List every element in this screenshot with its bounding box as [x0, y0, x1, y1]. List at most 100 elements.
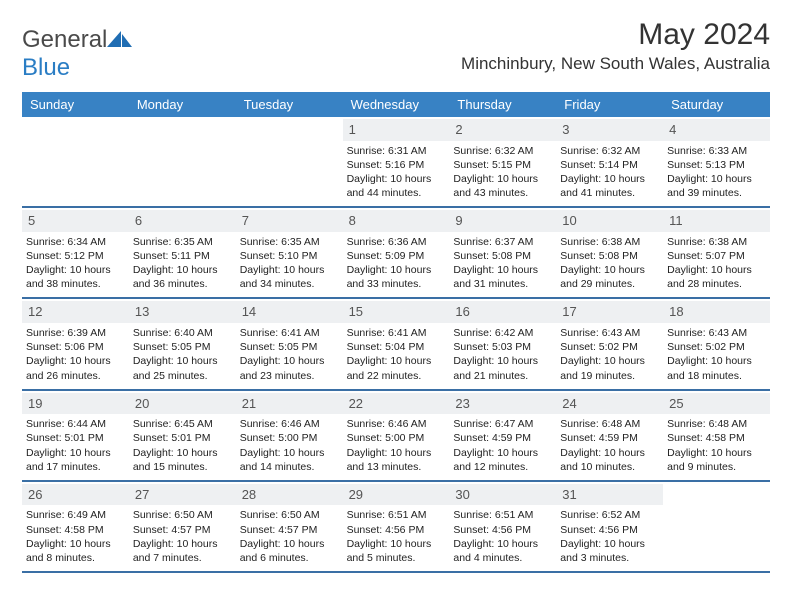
- day-number: 28: [236, 484, 343, 506]
- daylight-line: Daylight: 10 hours: [133, 354, 232, 368]
- day-cell: 26Sunrise: 6:49 AMSunset: 4:58 PMDayligh…: [22, 482, 129, 571]
- day-number: 16: [449, 301, 556, 323]
- day-number: 3: [556, 119, 663, 141]
- sunrise-line: Sunrise: 6:40 AM: [133, 326, 232, 340]
- day-cell: 6Sunrise: 6:35 AMSunset: 5:11 PMDaylight…: [129, 208, 236, 297]
- logo-sail-icon: [107, 31, 133, 49]
- daylight-line-2: and 6 minutes.: [240, 551, 339, 565]
- empty-cell: [236, 117, 343, 206]
- daylight-line-2: and 9 minutes.: [667, 460, 766, 474]
- day-number: 13: [129, 301, 236, 323]
- day-number: 23: [449, 393, 556, 415]
- day-cell: 14Sunrise: 6:41 AMSunset: 5:05 PMDayligh…: [236, 299, 343, 388]
- day-cell: 11Sunrise: 6:38 AMSunset: 5:07 PMDayligh…: [663, 208, 770, 297]
- daylight-line-2: and 5 minutes.: [347, 551, 446, 565]
- logo-text-a: General: [22, 26, 107, 53]
- sunset-line: Sunset: 5:13 PM: [667, 158, 766, 172]
- sunrise-line: Sunrise: 6:50 AM: [133, 508, 232, 522]
- daylight-line: Daylight: 10 hours: [133, 446, 232, 460]
- sunset-line: Sunset: 5:14 PM: [560, 158, 659, 172]
- sunset-line: Sunset: 4:57 PM: [240, 523, 339, 537]
- location: Minchinbury, New South Wales, Australia: [461, 54, 770, 74]
- day-cell: 7Sunrise: 6:35 AMSunset: 5:10 PMDaylight…: [236, 208, 343, 297]
- daylight-line-2: and 43 minutes.: [453, 186, 552, 200]
- sunset-line: Sunset: 5:15 PM: [453, 158, 552, 172]
- weekday-header: SundayMondayTuesdayWednesdayThursdayFrid…: [22, 92, 770, 117]
- daylight-line-2: and 22 minutes.: [347, 369, 446, 383]
- empty-cell: [663, 482, 770, 571]
- daylight-line: Daylight: 10 hours: [347, 263, 446, 277]
- sunrise-line: Sunrise: 6:38 AM: [667, 235, 766, 249]
- daylight-line-2: and 41 minutes.: [560, 186, 659, 200]
- day-number: 26: [22, 484, 129, 506]
- daylight-line: Daylight: 10 hours: [26, 354, 125, 368]
- day-number: 19: [22, 393, 129, 415]
- month-title: May 2024: [461, 18, 770, 52]
- daylight-line-2: and 34 minutes.: [240, 277, 339, 291]
- daylight-line: Daylight: 10 hours: [453, 354, 552, 368]
- day-cell: 27Sunrise: 6:50 AMSunset: 4:57 PMDayligh…: [129, 482, 236, 571]
- sunset-line: Sunset: 5:08 PM: [560, 249, 659, 263]
- sunrise-line: Sunrise: 6:48 AM: [560, 417, 659, 431]
- sunset-line: Sunset: 5:12 PM: [26, 249, 125, 263]
- day-cell: 1Sunrise: 6:31 AMSunset: 5:16 PMDaylight…: [343, 117, 450, 206]
- day-number: 27: [129, 484, 236, 506]
- day-cell: 29Sunrise: 6:51 AMSunset: 4:56 PMDayligh…: [343, 482, 450, 571]
- day-number: 20: [129, 393, 236, 415]
- day-number: 1: [343, 119, 450, 141]
- sunset-line: Sunset: 5:11 PM: [133, 249, 232, 263]
- day-number: 2: [449, 119, 556, 141]
- sunset-line: Sunset: 4:56 PM: [453, 523, 552, 537]
- sunset-line: Sunset: 5:10 PM: [240, 249, 339, 263]
- daylight-line-2: and 29 minutes.: [560, 277, 659, 291]
- daylight-line: Daylight: 10 hours: [453, 172, 552, 186]
- weekday-label: Tuesday: [236, 92, 343, 117]
- week-row: 12Sunrise: 6:39 AMSunset: 5:06 PMDayligh…: [22, 299, 770, 390]
- day-cell: 4Sunrise: 6:33 AMSunset: 5:13 PMDaylight…: [663, 117, 770, 206]
- daylight-line-2: and 8 minutes.: [26, 551, 125, 565]
- daylight-line-2: and 23 minutes.: [240, 369, 339, 383]
- daylight-line: Daylight: 10 hours: [347, 446, 446, 460]
- sunrise-line: Sunrise: 6:33 AM: [667, 144, 766, 158]
- daylight-line-2: and 17 minutes.: [26, 460, 125, 474]
- day-number: 30: [449, 484, 556, 506]
- day-cell: 8Sunrise: 6:36 AMSunset: 5:09 PMDaylight…: [343, 208, 450, 297]
- daylight-line-2: and 12 minutes.: [453, 460, 552, 474]
- day-number: 5: [22, 210, 129, 232]
- day-cell: 23Sunrise: 6:47 AMSunset: 4:59 PMDayligh…: [449, 391, 556, 480]
- daylight-line: Daylight: 10 hours: [667, 354, 766, 368]
- sunrise-line: Sunrise: 6:51 AM: [453, 508, 552, 522]
- daylight-line: Daylight: 10 hours: [26, 446, 125, 460]
- day-number: 31: [556, 484, 663, 506]
- sunset-line: Sunset: 5:06 PM: [26, 340, 125, 354]
- daylight-line: Daylight: 10 hours: [667, 446, 766, 460]
- sunrise-line: Sunrise: 6:35 AM: [240, 235, 339, 249]
- day-cell: 16Sunrise: 6:42 AMSunset: 5:03 PMDayligh…: [449, 299, 556, 388]
- sunrise-line: Sunrise: 6:43 AM: [667, 326, 766, 340]
- day-number: 4: [663, 119, 770, 141]
- day-cell: 24Sunrise: 6:48 AMSunset: 4:59 PMDayligh…: [556, 391, 663, 480]
- day-cell: 10Sunrise: 6:38 AMSunset: 5:08 PMDayligh…: [556, 208, 663, 297]
- daylight-line: Daylight: 10 hours: [240, 263, 339, 277]
- sunrise-line: Sunrise: 6:44 AM: [26, 417, 125, 431]
- sunset-line: Sunset: 5:16 PM: [347, 158, 446, 172]
- day-number: 10: [556, 210, 663, 232]
- sunset-line: Sunset: 4:56 PM: [347, 523, 446, 537]
- daylight-line-2: and 4 minutes.: [453, 551, 552, 565]
- daylight-line: Daylight: 10 hours: [347, 172, 446, 186]
- day-number: 11: [663, 210, 770, 232]
- daylight-line-2: and 13 minutes.: [347, 460, 446, 474]
- sunrise-line: Sunrise: 6:34 AM: [26, 235, 125, 249]
- sunset-line: Sunset: 4:59 PM: [560, 431, 659, 445]
- daylight-line: Daylight: 10 hours: [240, 354, 339, 368]
- day-cell: 19 Sunrise: 6:44 AMSunset: 5:01 PMDayligh…: [22, 391, 129, 480]
- day-number: 9: [449, 210, 556, 232]
- sunrise-line: Sunrise: 6:52 AM: [560, 508, 659, 522]
- sunset-line: Sunset: 5:01 PM: [26, 431, 125, 445]
- day-number: 14: [236, 301, 343, 323]
- week-row: 5 Sunrise: 6:34 AMSunset: 5:12 PM Daylight…: [22, 208, 770, 299]
- sunrise-line: Sunrise: 6:48 AM: [667, 417, 766, 431]
- sunrise-line: Sunrise: 6:32 AM: [453, 144, 552, 158]
- daylight-line: Daylight: 10 hours: [560, 263, 659, 277]
- daylight-line-2: and 18 minutes.: [667, 369, 766, 383]
